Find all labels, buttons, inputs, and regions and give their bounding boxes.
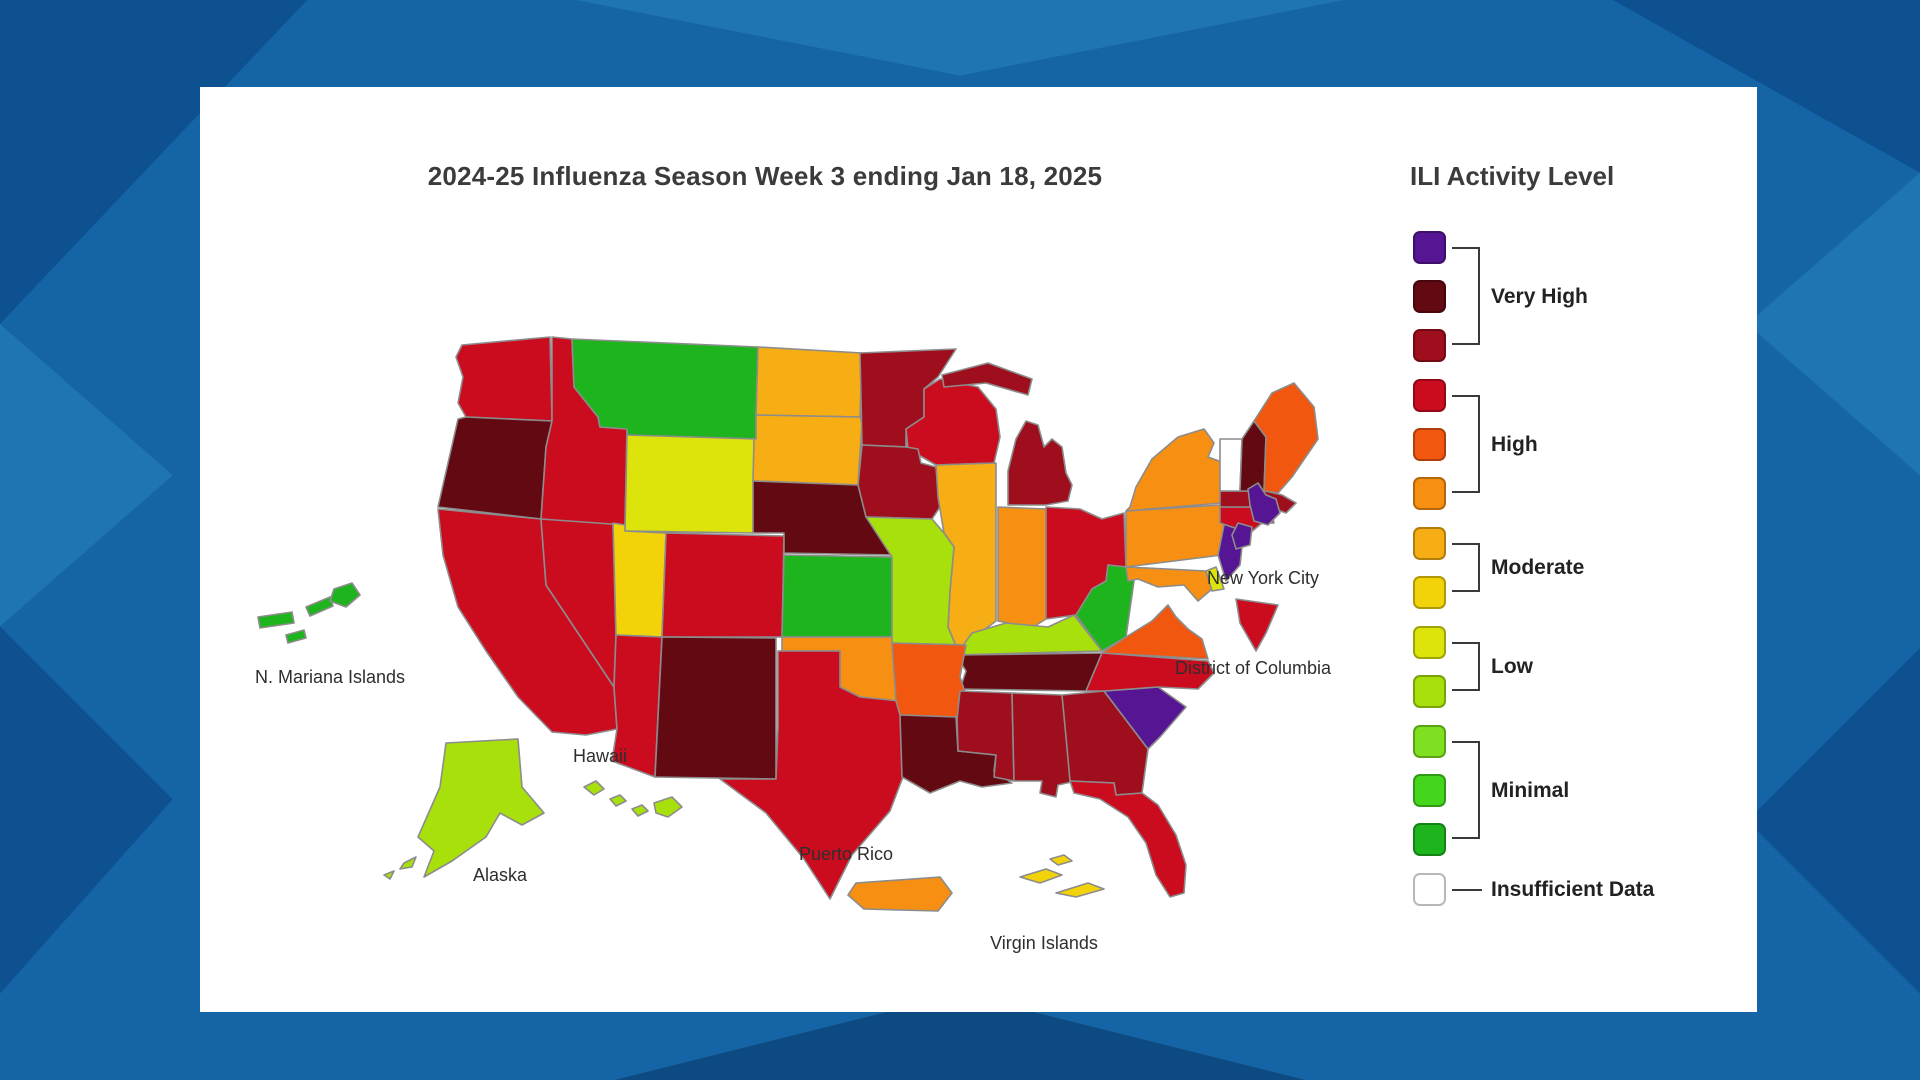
us-choropleth-map: N. Mariana Islands Alaska Hawaii Puerto … — [255, 336, 1332, 953]
region-west-virginia[interactable] — [1075, 564, 1135, 652]
region-kansas[interactable] — [781, 554, 893, 638]
label-puerto-rico: Puerto Rico — [799, 844, 893, 864]
region-tennessee[interactable] — [955, 652, 1103, 692]
legend-bracket — [1452, 741, 1480, 839]
region-north-carolina[interactable] — [1085, 652, 1215, 692]
region-washington[interactable] — [455, 336, 553, 422]
legend-swatch-level-8 — [1413, 477, 1446, 510]
region-missouri[interactable] — [865, 516, 967, 652]
region-oregon[interactable] — [437, 416, 553, 520]
legend-group-label: Moderate — [1491, 556, 1585, 579]
label-new-york-city: New York City — [1207, 568, 1319, 588]
legend-swatch-level-6 — [1413, 576, 1446, 609]
legend-swatch-level-11 — [1413, 329, 1446, 362]
region-arkansas[interactable] — [891, 642, 969, 718]
legend-group-low: Low — [1413, 626, 1533, 708]
label-alaska: Alaska — [473, 865, 528, 885]
region-michigan[interactable] — [941, 362, 1073, 506]
legend-bracket — [1452, 543, 1480, 592]
legend-swatch-level-4 — [1413, 675, 1446, 708]
legend-group-high: High — [1413, 379, 1538, 510]
legend-bracket — [1452, 395, 1480, 493]
label-n-mariana-islands: N. Mariana Islands — [255, 667, 405, 687]
region-wisconsin[interactable] — [905, 378, 1001, 466]
region-delaware[interactable] — [1205, 566, 1225, 592]
legend-title: ILI Activity Level — [1410, 161, 1615, 191]
legend-swatch-level-10 — [1413, 379, 1446, 412]
legend-group-label: Minimal — [1491, 778, 1570, 802]
legend-group-label: Low — [1491, 655, 1533, 678]
legend-group-minimal: Minimal — [1413, 725, 1569, 856]
legend-swatch-insufficient — [1413, 873, 1446, 906]
legend-group-very-high: Very High — [1413, 231, 1588, 362]
region-florida[interactable] — [1069, 780, 1187, 898]
region-indiana[interactable] — [997, 506, 1047, 630]
legend-swatch-level-12 — [1413, 280, 1446, 313]
region-n-mariana-islands[interactable] — [257, 582, 361, 644]
region-puerto-rico[interactable] — [847, 876, 953, 912]
region-south-dakota[interactable] — [752, 414, 863, 486]
label-hawaii: Hawaii — [573, 746, 627, 766]
region-district-of-columbia[interactable] — [1235, 598, 1279, 652]
region-utah[interactable] — [612, 522, 667, 638]
map-title: 2024-25 Influenza Season Week 3 ending J… — [427, 161, 1103, 191]
region-maryland[interactable] — [1125, 566, 1213, 602]
map-card: 2024-25 Influenza Season Week 3 ending J… — [200, 87, 1757, 1012]
region-montana[interactable] — [571, 338, 759, 440]
region-texas[interactable] — [719, 650, 907, 900]
legend-swatch-level-9 — [1413, 428, 1446, 461]
region-maine[interactable] — [1253, 382, 1319, 494]
region-hawaii[interactable] — [583, 780, 683, 818]
legend-swatch-level-1 — [1413, 823, 1446, 856]
legend-swatch-level-5 — [1413, 626, 1446, 659]
legend-group-moderate: Moderate — [1413, 527, 1584, 609]
label-district-of-columbia: District of Columbia — [1175, 658, 1332, 678]
region-north-dakota[interactable] — [755, 346, 863, 418]
legend-group-label: Very High — [1491, 284, 1588, 308]
region-new-york-city[interactable] — [1231, 482, 1281, 550]
region-pennsylvania[interactable] — [1125, 504, 1233, 568]
territory-labels: N. Mariana Islands Alaska Hawaii Puerto … — [255, 568, 1332, 953]
label-virgin-islands: Virgin Islands — [990, 933, 1098, 953]
legend-swatch-level-7 — [1413, 527, 1446, 560]
region-new-mexico[interactable] — [654, 636, 777, 780]
region-virgin-islands[interactable] — [1019, 854, 1105, 898]
legend-swatch-level-3 — [1413, 725, 1446, 758]
region-colorado[interactable] — [661, 532, 785, 638]
legend-group-insufficient-data: Insufficient Data — [1413, 873, 1654, 906]
legend-bracket — [1452, 247, 1480, 345]
region-virginia[interactable] — [1101, 604, 1209, 660]
legend-bracket — [1452, 889, 1482, 891]
region-alaska[interactable] — [383, 738, 545, 880]
region-vermont[interactable] — [1219, 438, 1243, 492]
ili-activity-legend: Very High High Moderate Low Minimal Insuffici… — [1413, 231, 1654, 923]
legend-group-label: Insufficient Data — [1491, 877, 1655, 901]
legend-swatch-level-2 — [1413, 774, 1446, 807]
legend-group-label: High — [1491, 432, 1538, 456]
state-shapes — [257, 336, 1319, 912]
legend-bracket — [1452, 642, 1480, 691]
region-wyoming[interactable] — [624, 434, 757, 534]
legend-swatch-level-13 — [1413, 231, 1446, 264]
